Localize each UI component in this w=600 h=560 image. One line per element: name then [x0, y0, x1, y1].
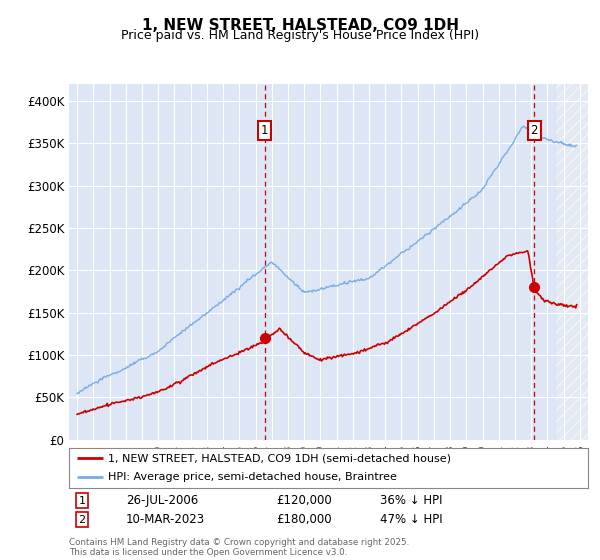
Text: 1: 1	[261, 124, 269, 137]
Text: 47% ↓ HPI: 47% ↓ HPI	[380, 513, 443, 526]
Text: 2: 2	[530, 124, 538, 137]
Text: 10-MAR-2023: 10-MAR-2023	[126, 513, 205, 526]
Text: Price paid vs. HM Land Registry's House Price Index (HPI): Price paid vs. HM Land Registry's House …	[121, 29, 479, 42]
Text: 1: 1	[79, 496, 85, 506]
Text: 2: 2	[79, 515, 86, 525]
Text: 36% ↓ HPI: 36% ↓ HPI	[380, 494, 443, 507]
Text: £180,000: £180,000	[277, 513, 332, 526]
Text: 26-JUL-2006: 26-JUL-2006	[126, 494, 199, 507]
Bar	[556, 84, 588, 440]
Text: Contains HM Land Registry data © Crown copyright and database right 2025.
This d: Contains HM Land Registry data © Crown c…	[69, 538, 409, 557]
Bar	[556, 84, 588, 440]
Text: £120,000: £120,000	[277, 494, 332, 507]
Text: HPI: Average price, semi-detached house, Braintree: HPI: Average price, semi-detached house,…	[108, 472, 397, 482]
Text: 1, NEW STREET, HALSTEAD, CO9 1DH: 1, NEW STREET, HALSTEAD, CO9 1DH	[142, 18, 458, 33]
Text: 1, NEW STREET, HALSTEAD, CO9 1DH (semi-detached house): 1, NEW STREET, HALSTEAD, CO9 1DH (semi-d…	[108, 453, 451, 463]
